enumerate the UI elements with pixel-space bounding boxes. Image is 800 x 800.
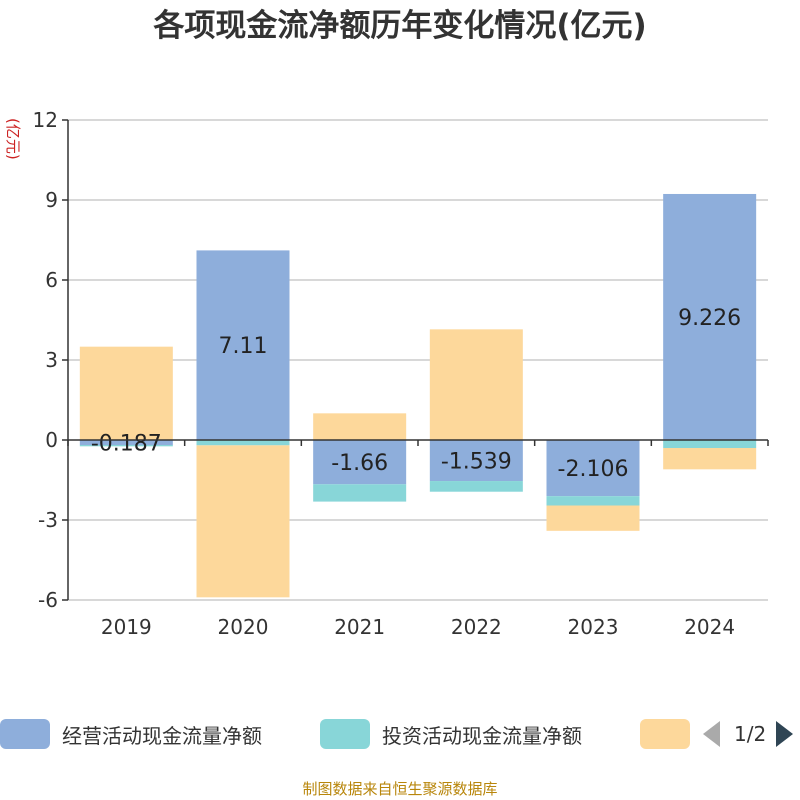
bar-2-2021 <box>313 413 407 440</box>
legend-item-investing[interactable]: 投资活动现金流量净额 <box>320 716 582 752</box>
bar-2-2024 <box>663 448 757 470</box>
y-tick-label-2: 0 <box>45 428 58 452</box>
bar-2-2019 <box>79 346 173 440</box>
bar-1-2022 <box>429 481 523 492</box>
data-label-2022: -1.539 <box>441 450 512 475</box>
bar-0-2019 <box>79 440 173 445</box>
x-tick-label-2022: 2022 <box>451 615 502 639</box>
legend-item-operating[interactable]: 经营活动现金流量净额 <box>0 716 262 752</box>
x-tick-label-2019: 2019 <box>101 615 152 639</box>
chart-title: 各项现金流净额历年变化情况(亿元) <box>153 8 647 44</box>
legend-page-indicator: 1/2 <box>734 722 767 746</box>
legend-swatch-investing <box>320 719 370 749</box>
bar-0-2022 <box>429 440 523 482</box>
legend-swatch-operating <box>0 719 50 749</box>
bar-0-2020 <box>196 250 290 440</box>
x-tick-label-2024: 2024 <box>684 615 735 639</box>
bar-1-2019 <box>79 444 173 447</box>
bar-2-2022 <box>429 329 523 440</box>
legend-pager: 1/2 <box>700 716 800 752</box>
legend-label-investing: 投资活动现金流量净额 <box>382 723 582 748</box>
legend-prev-icon[interactable] <box>703 721 720 747</box>
y-tick-label-6: 12 <box>33 108 58 132</box>
y-tick-label-0: -6 <box>38 588 58 612</box>
y-tick-label-4: 6 <box>45 268 58 292</box>
x-tick-label-2021: 2021 <box>334 615 385 639</box>
legend-swatch-financing <box>640 719 690 749</box>
bar-1-2020 <box>196 440 290 446</box>
legend-item-financing[interactable] <box>640 716 702 752</box>
data-label-2024: 9.226 <box>678 306 741 331</box>
bar-1-2023 <box>546 496 640 506</box>
legend: 经营活动现金流量净额 投资活动现金流量净额 <box>0 716 800 752</box>
y-tick-label-3: 3 <box>45 348 58 372</box>
bar-2-2023 <box>546 505 640 531</box>
bar-0-2023 <box>546 440 640 497</box>
x-tick-label-2023: 2023 <box>568 615 619 639</box>
data-label-2020: 7.11 <box>219 334 268 359</box>
data-label-2019: -0.187 <box>91 431 162 456</box>
bar-1-2024 <box>663 440 757 448</box>
bar-0-2021 <box>313 440 407 485</box>
y-tick-label-5: 9 <box>45 188 58 212</box>
bars <box>79 193 757 598</box>
bar-0-2024 <box>663 193 757 440</box>
y-tick-label-1: -3 <box>38 508 58 532</box>
legend-label-operating: 经营活动现金流量净额 <box>62 723 262 748</box>
x-tick-label-2020: 2020 <box>218 615 269 639</box>
axes: -6 -3 0 3 6 9 12 2019 2020 2021 2022 2023 2024 <box>33 108 769 639</box>
data-label-2021: -1.66 <box>331 451 388 476</box>
bar-2-2020 <box>196 445 290 598</box>
bar-1-2021 <box>313 484 407 502</box>
data-labels: -0.187 7.11 -1.66 -1.539 -2.106 9.226 <box>91 306 741 482</box>
data-source: 制图数据来自恒生聚源数据库 <box>302 780 498 798</box>
data-label-2023: -2.106 <box>558 457 629 482</box>
bar-chart: -0.187 7.11 -1.66 -1.539 -2.106 9.226 -6 -3 0 3 6… <box>33 108 769 639</box>
legend-next-icon[interactable] <box>776 721 794 747</box>
grid-lines <box>68 119 768 601</box>
